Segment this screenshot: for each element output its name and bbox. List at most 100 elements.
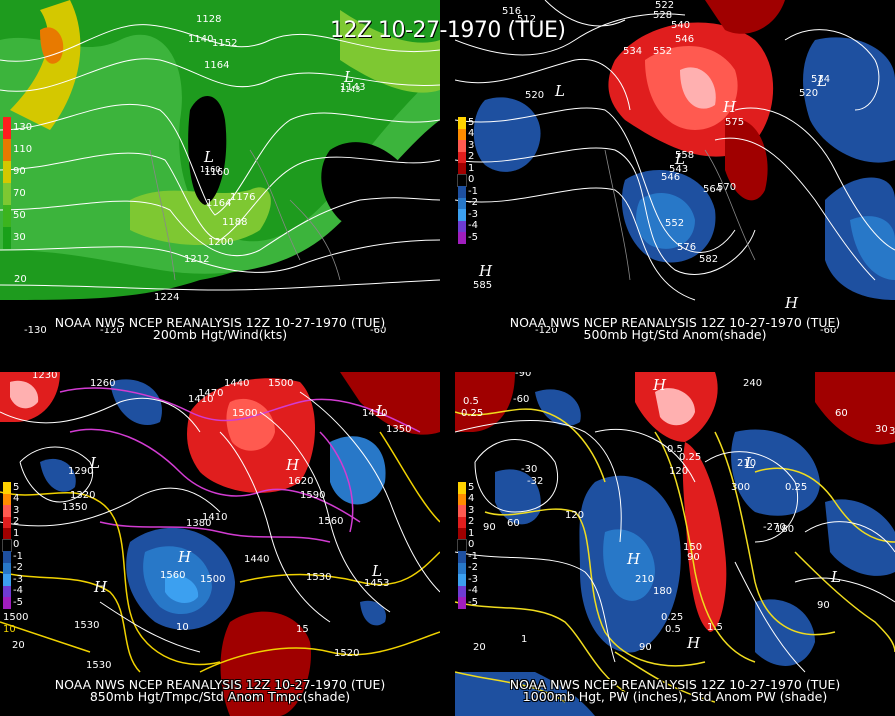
legend-swatch <box>458 574 466 586</box>
contour-label: -130 <box>24 325 47 336</box>
contour-label: 0.5 <box>667 444 683 455</box>
legend-label: 2 <box>468 516 475 528</box>
contour-label: 1470 <box>198 388 223 399</box>
legend-label: 3 <box>468 139 475 151</box>
legend-swatch <box>458 505 466 517</box>
contour-label: 1320 <box>70 490 95 501</box>
contour-label: 552 <box>653 46 672 57</box>
high-pressure-marker: H <box>652 376 667 394</box>
contour-label: 210 <box>737 458 756 469</box>
legend-label: 3 <box>13 504 20 516</box>
contour-label: 0.25 <box>785 482 807 493</box>
legend-swatch <box>458 551 466 563</box>
legend-label: -2 <box>468 197 478 209</box>
contour-label: 20 <box>473 642 486 653</box>
contour-label: -120 <box>535 325 558 336</box>
legend-swatch <box>457 173 467 187</box>
contour-label: 520 <box>525 90 544 101</box>
contour-label: 210 <box>635 574 654 585</box>
caption-200mb-line2: 200mb Hgt/Wind(kts) <box>152 327 288 342</box>
contour-label: 0.25 <box>661 612 683 623</box>
contour-label: 1440 <box>244 554 269 565</box>
contour-label: 60 <box>835 408 848 419</box>
contour-label: 528 <box>653 10 672 21</box>
contour-label: 1500 <box>268 378 293 389</box>
contour-label: 60 <box>507 518 520 529</box>
legend-label: 4 <box>13 493 20 505</box>
legend-swatch <box>458 597 466 609</box>
high-pressure-marker: H <box>177 548 192 566</box>
legend-label: -1 <box>13 550 23 562</box>
contour-label: 564 <box>703 184 722 195</box>
contour-label: 540 <box>671 20 690 31</box>
legend-swatch <box>3 505 11 517</box>
legend-label: -4 <box>468 585 478 597</box>
legend-swatch <box>458 493 466 505</box>
contour-label: 150 <box>683 542 702 553</box>
contour-label: 534 <box>811 74 830 85</box>
contour-label: 180 <box>653 586 672 597</box>
panel-1000mb: -90 -60 0.5 0.25 240 60 30 -30 -32 90 60 120 120 0.5 0… <box>455 372 895 716</box>
legend-swatch <box>458 562 466 574</box>
legend-label: 90 <box>13 166 26 177</box>
contour-label: -90 <box>515 372 531 379</box>
legend-label: -4 <box>468 220 478 232</box>
legend-swatch <box>458 140 466 152</box>
contour-label: 1290 <box>68 466 93 477</box>
legend-label: -5 <box>13 596 23 608</box>
contour-label: -60 <box>370 325 386 336</box>
contour-label: -32 <box>527 476 543 487</box>
contour-label: 1164 <box>206 198 231 209</box>
legend-swatch <box>458 163 466 175</box>
contour-label: 512 <box>517 14 536 25</box>
contour-label: 1164 <box>204 60 229 71</box>
legend-swatch <box>2 538 12 552</box>
contour-label: 1620 <box>288 476 313 487</box>
legend-swatch <box>3 516 11 528</box>
legend-label: 1 <box>468 527 475 539</box>
low-pressure-marker: L <box>203 148 214 166</box>
legend-label: 5 <box>468 116 475 128</box>
legend-label: -3 <box>468 208 478 220</box>
contour-label: -60 <box>513 394 529 405</box>
contour-label: 1453 <box>364 578 389 589</box>
low-pressure-marker: L <box>554 82 565 100</box>
contour-label: 575 <box>725 117 744 128</box>
contour-label: 10 <box>176 622 189 633</box>
contour-label: 20 <box>12 640 25 651</box>
contour-label: 120 <box>669 466 688 477</box>
legend-label: 4 <box>468 128 475 140</box>
legend-label: 5 <box>13 481 20 493</box>
contour-label: 1560 <box>160 570 185 581</box>
contour-label: 1440 <box>224 378 249 389</box>
contour-label: 1.5 <box>707 622 723 633</box>
high-pressure-marker: H <box>478 262 493 280</box>
contour-label: 0.5 <box>463 396 479 407</box>
contour-label: 1380 <box>186 518 211 529</box>
legend-swatch <box>3 227 11 249</box>
legend-swatch <box>458 516 466 528</box>
contour-label: -30 <box>521 464 537 475</box>
contour-label: 1530 <box>306 572 331 583</box>
contour-label: 1500 <box>232 408 257 419</box>
contour-label: 1530 <box>74 620 99 631</box>
legend-swatch <box>3 493 11 505</box>
legend-swatch <box>458 220 466 232</box>
contour-label: 546 <box>675 34 694 45</box>
caption-500mb-line2: 500mb Hgt/Std Anom(shade) <box>583 327 767 342</box>
contour-label: 120 <box>565 510 584 521</box>
contour-label: 90 <box>687 552 700 563</box>
legend-swatch <box>3 183 11 205</box>
contour-label: 180 <box>775 524 794 535</box>
legend-swatch <box>3 574 11 586</box>
legend-label: 110 <box>13 144 33 155</box>
low-pressure-marker: L <box>343 68 354 86</box>
high-pressure-marker: H <box>93 578 108 596</box>
contour-label: 90 <box>817 600 830 611</box>
legend-swatch <box>3 562 11 574</box>
legend-label: 2 <box>13 516 20 528</box>
low-pressure-marker: L <box>89 454 100 472</box>
contour-label: -270 <box>763 522 786 533</box>
contour-label: 570 <box>717 182 736 193</box>
